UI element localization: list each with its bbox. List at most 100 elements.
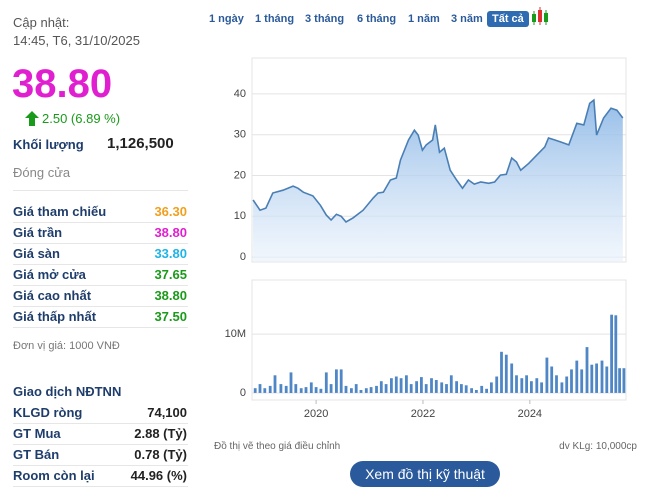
- range-tab[interactable]: 1 tháng: [255, 13, 295, 25]
- separator: [13, 327, 188, 328]
- volume-bar: [580, 369, 584, 393]
- volume-bar: [545, 357, 549, 393]
- range-tab[interactable]: 6 tháng: [357, 13, 397, 25]
- chart-note: Đồ thị vẽ theo giá điều chỉnh: [214, 441, 341, 452]
- range-tab[interactable]: 1 ngày: [209, 13, 244, 25]
- volume-bar: [565, 376, 569, 393]
- range-tab[interactable]: 3 tháng: [305, 13, 345, 25]
- plot-frame: [251, 279, 627, 401]
- volume-bar: [335, 369, 338, 393]
- volume-bar: [460, 384, 463, 393]
- updated-time: 14:45, T6, 31/10/2025: [13, 33, 140, 48]
- price-area: [253, 100, 623, 262]
- separator: [13, 243, 188, 244]
- separator: [13, 306, 188, 307]
- volume-bar: [399, 378, 403, 393]
- separator: [13, 264, 188, 265]
- volume-bar: [415, 381, 418, 393]
- range-tab[interactable]: 3 năm: [451, 13, 483, 25]
- separator: [13, 190, 188, 191]
- separator: [13, 423, 188, 424]
- candle-icon: [532, 14, 536, 22]
- candle-icon: [538, 10, 542, 22]
- row-value: 36.30: [154, 204, 187, 219]
- volume-bar: [284, 385, 288, 393]
- volume-bar: [420, 377, 423, 393]
- volume-bar: [273, 375, 277, 393]
- row-value: 2.88 (Tỷ): [134, 426, 187, 441]
- y-tick-label: 40: [234, 88, 246, 100]
- volume-bar: [319, 388, 323, 393]
- row-label: Giá tham chiếu: [13, 204, 107, 219]
- price: 38.80: [12, 62, 113, 106]
- sidebar: Cập nhật: 14:45, T6, 31/10/2025 38.80 2.…: [0, 0, 203, 494]
- volume-bar: [390, 378, 393, 393]
- row-value: 38.80: [154, 288, 187, 303]
- y-tick-label: 0: [240, 387, 246, 399]
- row-label: Giá cao nhất: [13, 288, 92, 303]
- volume-bar: [495, 376, 499, 393]
- volume-bar: [614, 315, 618, 393]
- volume-bar: [279, 384, 283, 393]
- row-label: GT Mua: [13, 426, 61, 441]
- volume-bar: [375, 385, 378, 393]
- volume-bar: [590, 364, 594, 393]
- y-tick-label: 10M: [225, 328, 246, 340]
- volume-bar: [394, 376, 398, 393]
- range-tab[interactable]: Tất cả: [487, 11, 529, 27]
- row-label: GT Bán: [13, 447, 60, 462]
- volume-bar: [575, 360, 579, 393]
- volume-bar: [455, 381, 458, 393]
- volume-bar: [570, 369, 573, 393]
- volume-bar: [464, 385, 468, 393]
- volume-bar: [309, 382, 313, 393]
- row-value: 74,100: [147, 405, 187, 420]
- technical-chart-button[interactable]: Xem đồ thị kỹ thuật: [350, 461, 500, 487]
- volume-bar: [610, 314, 613, 393]
- row-value: 37.65: [154, 267, 187, 282]
- volume-bar: [369, 387, 373, 393]
- y-tick-label: 0: [240, 251, 246, 263]
- x-tick-label: 2024: [518, 408, 542, 420]
- row-label: Room còn lại: [13, 468, 95, 483]
- volume-bar: [268, 385, 272, 393]
- volume-bar: [324, 372, 328, 393]
- volume-bar: [449, 375, 453, 393]
- volume-bar: [258, 384, 262, 393]
- volume-bar: [263, 388, 267, 393]
- volume-bar: [350, 388, 353, 393]
- volume-bar: [314, 387, 318, 393]
- volume-bar: [430, 378, 433, 393]
- volume-bar: [289, 372, 293, 393]
- row-value: 38.80: [154, 225, 187, 240]
- row-label: KLGD ròng: [13, 405, 83, 420]
- volume-bar: [299, 388, 303, 393]
- unit-note: Đơn vị giá: 1000 VNĐ: [13, 340, 120, 352]
- volume-bar: [622, 368, 626, 393]
- foreign-title: Giao dịch NĐTNN: [13, 384, 122, 399]
- separator: [13, 222, 188, 223]
- volume-unit: dv KLg: 10,000cp: [559, 441, 637, 452]
- volume-bar: [339, 369, 343, 393]
- volume-bar: [253, 388, 257, 393]
- volume-bar: [379, 381, 383, 393]
- volume-bar: [480, 385, 484, 393]
- row-label: Giá sàn: [13, 246, 60, 261]
- volume-bar: [600, 360, 604, 393]
- separator: [13, 285, 188, 286]
- volume-bar: [470, 388, 473, 393]
- y-tick-label: 20: [234, 169, 246, 181]
- x-tick-label: 2020: [304, 408, 328, 420]
- price-change: 2.50 (6.89 %): [42, 111, 121, 126]
- volume-bar: [384, 384, 388, 393]
- volume-bar: [510, 363, 514, 393]
- x-tick-label: 2022: [411, 408, 435, 420]
- row-value: 37.50: [154, 309, 187, 324]
- y-tick-label: 10: [234, 210, 246, 222]
- volume-bar: [618, 368, 621, 393]
- volume-bar: [490, 382, 493, 393]
- volume-bar: [520, 378, 524, 393]
- range-tab[interactable]: 1 năm: [408, 13, 440, 25]
- volume-bar: [515, 375, 518, 393]
